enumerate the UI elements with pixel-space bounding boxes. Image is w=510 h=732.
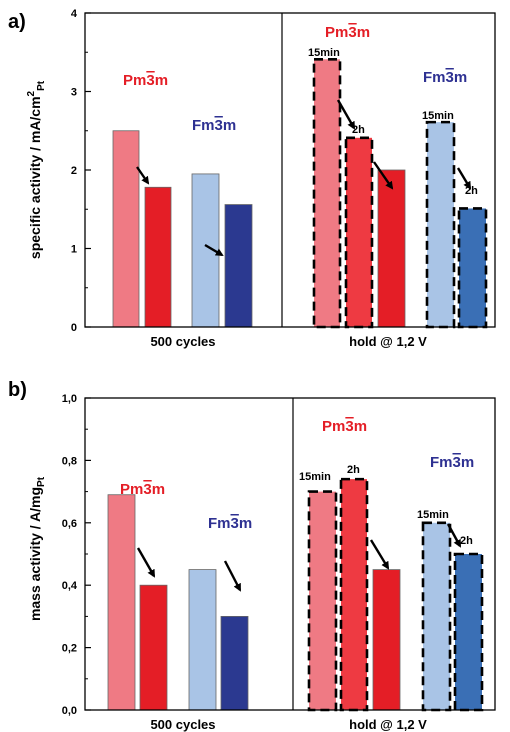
panel-b-bars bbox=[107, 477, 484, 712]
panel-a-arrows bbox=[136, 99, 472, 257]
panel-a-bar-pm-500-1 bbox=[144, 186, 172, 328]
panel-b-trend-arrow bbox=[446, 523, 462, 548]
panel-a-bar-pm-hold-0 bbox=[312, 58, 342, 329]
panel-a-y-ticks: 0 1 2 3 4 bbox=[71, 8, 91, 334]
panel-b-bar-pm-hold-1 bbox=[339, 477, 369, 712]
panel-b-y-tick-label: 0,8 bbox=[62, 455, 77, 467]
panel-a-bar-fm-hold-0 bbox=[425, 120, 456, 329]
panel-b-y-ticks: 0,0 0,2 0,4 0,6 0,8 1,0 bbox=[62, 393, 91, 717]
panel-b-y-axis-title: mass activity / A/mgPt bbox=[27, 476, 47, 621]
panel-b-bar-label-15min-pm: 15min bbox=[299, 471, 331, 483]
panel-a-bar-fm-500-1 bbox=[224, 204, 253, 328]
panel-a-trend-arrow bbox=[136, 166, 150, 185]
panel-b-bar-pm-hold-2 bbox=[372, 569, 401, 711]
panel-b-bar-fm-500-0 bbox=[188, 569, 217, 711]
panel-b: b) mass activity / A/mgPt 0,00,20,40,60,… bbox=[8, 379, 496, 732]
panel-a-group-label-hold: hold @ 1,2 V bbox=[349, 334, 427, 349]
panel-a-phase-label-pm-hold: Pm3m bbox=[325, 24, 370, 41]
panel-b-phase-label-pm-500: Pm3m bbox=[120, 481, 165, 498]
panel-a-y-tick-label: 2 bbox=[71, 165, 77, 177]
panel-a-trend-arrow bbox=[373, 161, 394, 190]
panel-a-bar-fm-hold-1 bbox=[457, 207, 488, 329]
panel-b-label: b) bbox=[8, 379, 27, 401]
panel-b-trend-arrow bbox=[369, 539, 390, 570]
panel-a-y-tick-label: 3 bbox=[71, 87, 77, 99]
panel-a-trend-arrow bbox=[336, 99, 356, 130]
panel-a-phase-label-fm-500: Fm3m bbox=[192, 117, 236, 134]
panel-a-bar-pm-500-0 bbox=[112, 130, 140, 328]
panel-b-y-tick-label: 0,2 bbox=[62, 643, 77, 655]
panel-a-bar-pm-hold-2 bbox=[377, 169, 406, 328]
panel-b-bar-pm-500-0 bbox=[107, 494, 136, 711]
panel-a-phase-label-fm-hold: Fm3m bbox=[423, 69, 467, 86]
panel-b-frame bbox=[84, 397, 496, 711]
panel-a-frame bbox=[84, 12, 496, 328]
panel-a-y-tick-label: 4 bbox=[71, 8, 78, 20]
panel-b-bar-fm-hold-0 bbox=[421, 521, 452, 712]
panel-b-trend-arrow bbox=[136, 547, 156, 578]
panel-a-bar-label-15min-pm: 15min bbox=[308, 47, 340, 59]
panel-b-bar-label-2h-pm: 2h bbox=[347, 464, 360, 476]
panel-a-group-label-500-cycles: 500 cycles bbox=[150, 334, 215, 349]
panel-a-bars bbox=[112, 58, 488, 329]
panel-b-arrows bbox=[136, 523, 462, 592]
panel-b-trend-arrow bbox=[223, 560, 242, 592]
panel-a-trend-arrow bbox=[204, 243, 224, 257]
panel-b-bar-label-15min-fm: 15min bbox=[417, 509, 449, 521]
panel-b-y-tick-label: 0,6 bbox=[62, 518, 77, 530]
panel-b-y-tick-label: 0,4 bbox=[62, 580, 78, 592]
panel-b-bar-pm-500-1 bbox=[139, 584, 168, 711]
panel-b-bar-label-2h-fm: 2h bbox=[460, 535, 473, 547]
panel-b-phase-label-fm-500: Fm3m bbox=[208, 515, 252, 532]
panel-b-bar-fm-hold-1 bbox=[453, 552, 484, 712]
panel-b-group-label-500-cycles: 500 cycles bbox=[150, 717, 215, 732]
panel-b-y-tick-label: 1,0 bbox=[62, 393, 77, 405]
panel-a-y-axis-title: specific activity / mA/cm2Pt bbox=[26, 80, 47, 259]
panel-b-phase-label-fm-hold: Fm3m bbox=[430, 454, 474, 471]
panel-a-bar-label-2h-pm: 2h bbox=[352, 124, 365, 136]
panel-a-label: a) bbox=[8, 11, 26, 33]
panel-a-y-tick-label: 1 bbox=[71, 244, 77, 256]
panel-b-bar-fm-500-1 bbox=[220, 616, 249, 711]
panel-b-group-label-hold: hold @ 1,2 V bbox=[349, 717, 427, 732]
panel-a-bar-label-2h-fm: 2h bbox=[465, 185, 478, 197]
panel-a: a) specific activity / mA/cm2Pt 0 1 2 3 4 50… bbox=[8, 8, 496, 349]
panel-a-y-tick-label: 0 bbox=[71, 322, 77, 334]
panel-b-y-tick-label: 0,0 bbox=[62, 705, 77, 717]
panel-b-phase-label-pm-hold: Pm3m bbox=[322, 418, 367, 435]
panel-b-bar-pm-hold-0 bbox=[307, 490, 338, 712]
panel-a-bar-label-15min-fm: 15min bbox=[422, 110, 454, 122]
panel-a-phase-label-pm-500: Pm3m bbox=[123, 72, 168, 89]
panel-a-trend-arrow bbox=[456, 167, 472, 190]
panel-a-bar-pm-hold-1 bbox=[344, 136, 374, 329]
